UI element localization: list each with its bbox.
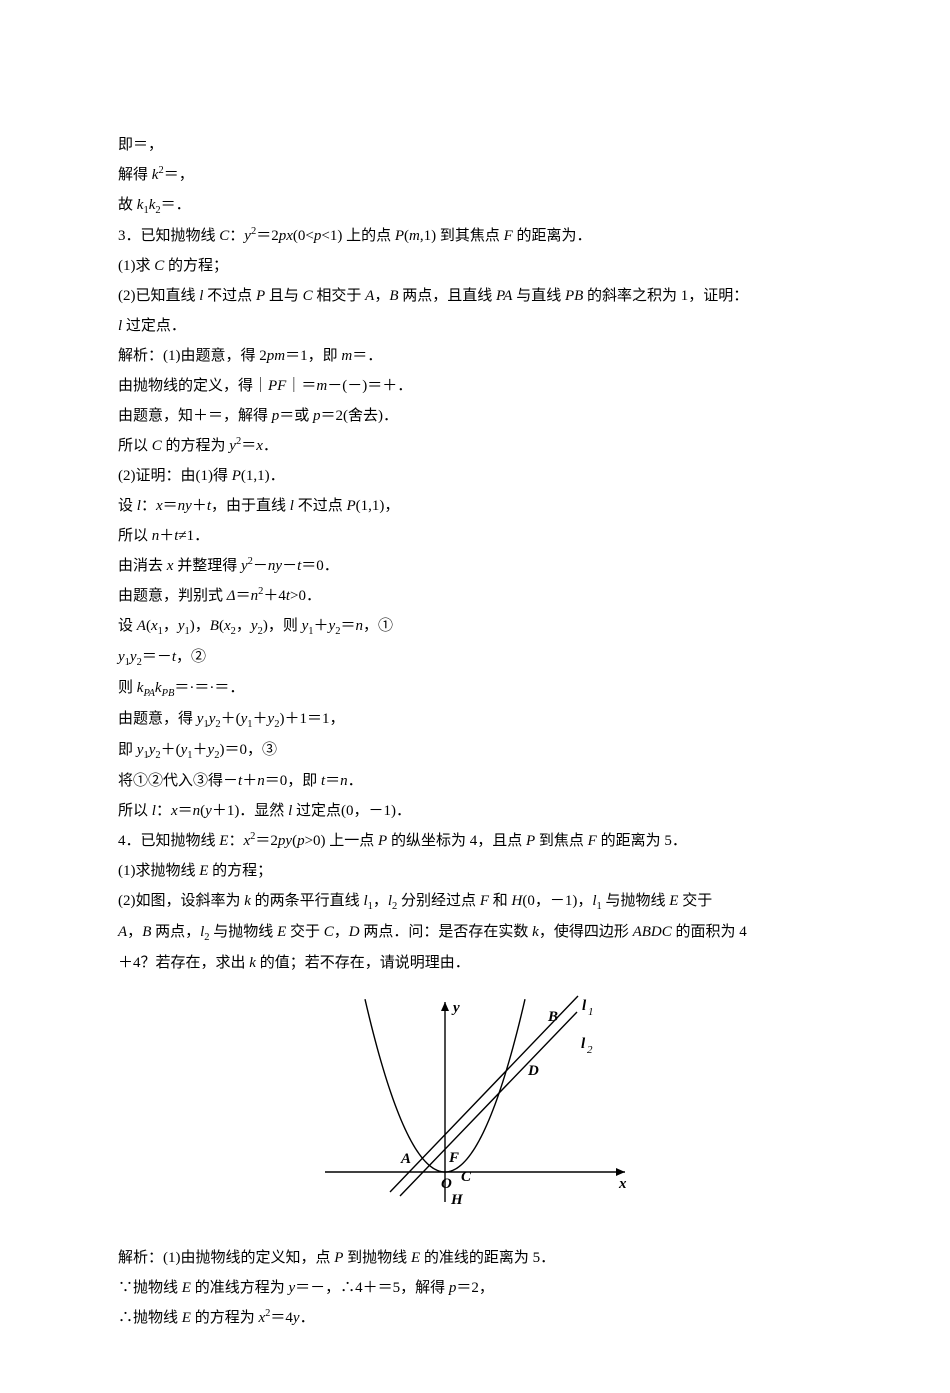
text-line: (1)求 C 的方程； — [118, 251, 832, 281]
problem-4: 4．已知抛物线 E：x2＝2py(p>0) 上一点 P 的纵坐标为 4，且点 P… — [118, 826, 832, 856]
text-line: 所以 C 的方程为 y2＝x． — [118, 431, 832, 461]
text-line: 则 kPAkPB＝·＝·＝． — [118, 673, 832, 704]
text-line: y1y2＝－t，② — [118, 642, 832, 673]
text-line: l 过定点． — [118, 311, 832, 341]
svg-text:l: l — [582, 998, 587, 1014]
svg-text:A: A — [400, 1151, 411, 1167]
solution-line: 解析：(1)由题意，得 2pm＝1，即 m＝． — [118, 341, 832, 371]
text-line: (2)如图，设斜率为 k 的两条平行直线 l1，l2 分别经过点 F 和 H(0… — [118, 886, 832, 917]
text-line: 解得 k2＝， — [118, 160, 832, 190]
text-line: 将①②代入③得－t＋n＝0，即 t＝n． — [118, 766, 832, 796]
svg-text:B: B — [547, 1009, 558, 1025]
svg-text:H: H — [450, 1192, 464, 1208]
text-line: 由抛物线的定义，得｜PF｜＝m－(－)＝＋． — [118, 371, 832, 401]
svg-text:D: D — [527, 1063, 539, 1079]
problem-3: 3．已知抛物线 C：y2＝2px(0<p<1) 上的点 P(m,1) 到其焦点 … — [118, 221, 832, 251]
text-line: (2)已知直线 l 不过点 P 且与 C 相交于 A，B 两点，且直线 PA 与… — [118, 281, 832, 311]
parabola-diagram: yxOAFCDBHl1l2 — [315, 992, 635, 1222]
document-page: 即＝， 解得 k2＝， 故 k1k2＝． 3．已知抛物线 C：y2＝2px(0<… — [0, 0, 950, 1393]
svg-text:2: 2 — [587, 1044, 593, 1056]
text-line: 即 y1y2＋(y1＋y2)＝0，③ — [118, 735, 832, 766]
text-line: 由题意，得 y1y2＋(y1＋y2)＋1＝1， — [118, 704, 832, 735]
text-line: ＋4？若存在，求出 k 的值；若不存在，请说明理由． — [118, 948, 832, 978]
svg-text:y: y — [451, 1000, 460, 1016]
text-line: ∴抛物线 E 的方程为 x2＝4y． — [118, 1303, 832, 1333]
text-line: (1)求抛物线 E 的方程； — [118, 856, 832, 886]
svg-text:l: l — [581, 1036, 586, 1052]
svg-text:1: 1 — [588, 1006, 594, 1018]
svg-text:C: C — [461, 1169, 472, 1185]
svg-text:F: F — [448, 1150, 459, 1166]
text-line: 所以 l：x＝n(y＋1)．显然 l 过定点(0，－1)． — [118, 796, 832, 826]
svg-text:O: O — [441, 1176, 452, 1192]
text-line: 设 A(x1，y1)，B(x2，y2)，则 y1＋y2＝n，① — [118, 611, 832, 642]
text-line: 由题意，知＋＝，解得 p＝或 p＝2(舍去)． — [118, 401, 832, 431]
parabola-figure: yxOAFCDBHl1l2 — [118, 978, 832, 1243]
svg-text:x: x — [618, 1176, 627, 1192]
text-line: 所以 n＋t≠1． — [118, 521, 832, 551]
text-line: 故 k1k2＝． — [118, 190, 832, 221]
text-line: 由消去 x 并整理得 y2－ny－t＝0． — [118, 551, 832, 581]
solution-line: 解析：(1)由抛物线的定义知，点 P 到抛物线 E 的准线的距离为 5． — [118, 1243, 832, 1273]
text-line: 由题意，判别式 Δ＝n2＋4t>0． — [118, 581, 832, 611]
text-line: A，B 两点，l2 与抛物线 E 交于 C，D 两点．问：是否存在实数 k，使得… — [118, 917, 832, 948]
text-line: 即＝， — [118, 130, 832, 160]
text-line: (2)证明：由(1)得 P(1,1)． — [118, 461, 832, 491]
text-line: ∵抛物线 E 的准线方程为 y＝－，∴4＋＝5，解得 p＝2， — [118, 1273, 832, 1303]
text-line: 设 l：x＝ny＋t，由于直线 l 不过点 P(1,1)， — [118, 491, 832, 521]
